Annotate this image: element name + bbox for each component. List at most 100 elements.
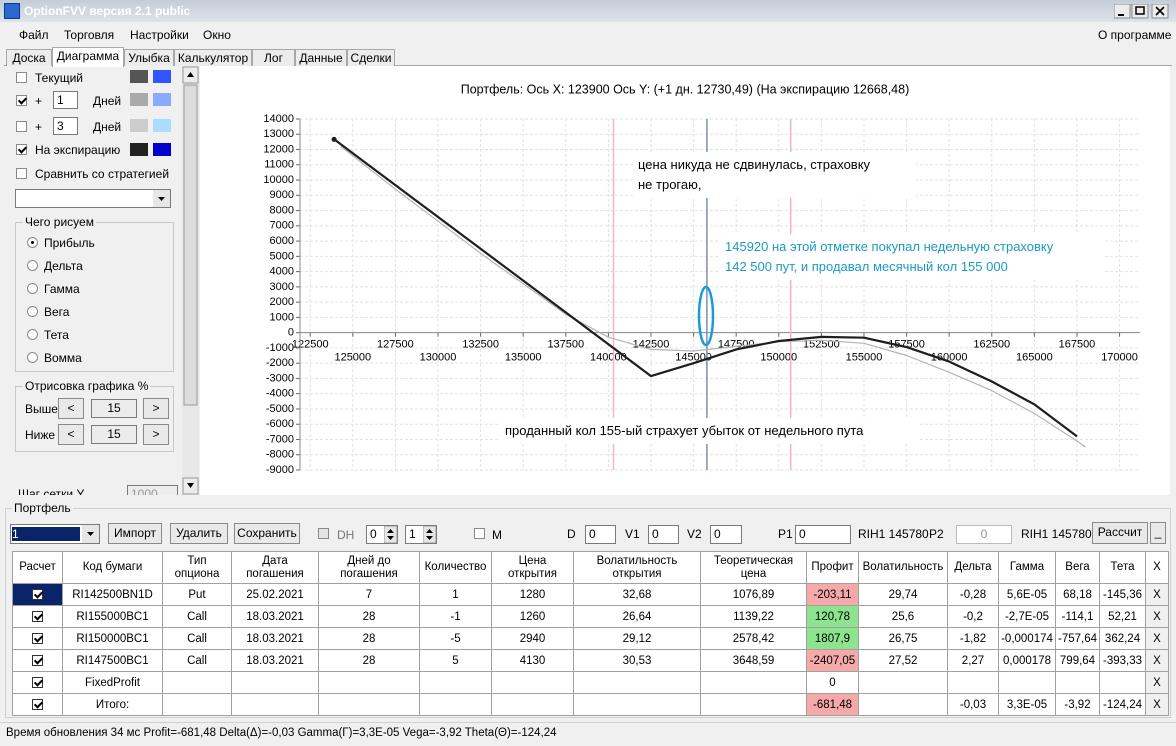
checkbox[interactable] <box>16 144 27 155</box>
v2-input[interactable]: 0 <box>710 525 742 544</box>
table-cell: 3,3E-05 <box>998 693 1056 716</box>
increment-button[interactable]: > <box>143 398 169 419</box>
p2-input[interactable]: 0 <box>956 525 1012 544</box>
table-cell: -0,03 <box>947 693 999 716</box>
calc-button[interactable]: Рассчит <box>1092 522 1148 544</box>
grid-step-input[interactable]: 1000 <box>127 485 178 495</box>
y-tick-label: -7000 <box>266 433 294 445</box>
color-swatch[interactable] <box>130 119 148 132</box>
menu-item[interactable]: Торговля <box>64 28 115 42</box>
tab[interactable]: Доска <box>6 49 52 66</box>
above-input[interactable]: 15 <box>91 399 137 418</box>
remove-row-button[interactable]: X <box>1145 649 1170 672</box>
color-swatch[interactable] <box>130 70 148 83</box>
table-cell: 2,27 <box>947 649 999 672</box>
scrollbar[interactable] <box>182 66 199 495</box>
import-button[interactable]: Импорт <box>108 523 162 544</box>
radio[interactable] <box>27 237 38 248</box>
label: DH <box>337 528 355 542</box>
annotation-line: 142 500 пут, и продавал месячный кол 155… <box>725 259 1008 274</box>
radio-label: Вомма <box>44 351 82 365</box>
color-swatch[interactable] <box>153 70 171 83</box>
spin-buttons[interactable] <box>423 526 436 543</box>
y-tick-label: -2000 <box>266 357 294 369</box>
table-cell: 120,78 <box>806 605 859 628</box>
empty-cell <box>998 671 1056 694</box>
increment-button[interactable]: > <box>143 424 169 445</box>
color-swatch[interactable] <box>130 93 148 106</box>
save-button[interactable]: Сохранить <box>234 523 300 544</box>
remove-row-button[interactable]: X <box>1145 671 1170 694</box>
table-row: Итого: -681,48 -0,03 3,3E-05 -3,92 -124,24 X <box>12 693 1170 716</box>
color-swatch[interactable] <box>153 93 171 106</box>
spin-buttons[interactable] <box>384 526 397 543</box>
menu-item[interactable]: Окно <box>203 28 231 42</box>
dh-checkbox[interactable] <box>318 528 329 539</box>
days-input[interactable]: 3 <box>53 117 78 135</box>
tab-active[interactable]: Диаграмма <box>52 47 124 67</box>
empty-cell <box>231 693 319 716</box>
menu-about[interactable]: О программе <box>1098 28 1172 42</box>
remove-row-button[interactable]: X <box>1145 583 1170 606</box>
delete-button[interactable]: Удалить <box>170 523 228 544</box>
radio[interactable] <box>27 306 38 317</box>
table-cell: 0,000178 <box>998 649 1056 672</box>
decrement-button[interactable]: < <box>58 424 84 445</box>
radio[interactable] <box>27 329 38 340</box>
m-checkbox[interactable] <box>474 528 485 539</box>
remove-row-button[interactable]: X <box>1145 627 1170 650</box>
x-tick-label: 137500 <box>547 339 584 351</box>
color-swatch[interactable] <box>153 119 171 132</box>
radio[interactable] <box>27 283 38 294</box>
checkbox[interactable] <box>16 72 27 83</box>
tab[interactable]: Лог <box>252 49 295 66</box>
x-tick-label: 162500 <box>973 339 1010 351</box>
days-input[interactable]: 1 <box>53 91 78 109</box>
tab[interactable]: Улыбка <box>124 49 174 66</box>
v1-input[interactable]: 0 <box>648 525 679 544</box>
d-input[interactable]: 0 <box>585 525 616 544</box>
scroll-thumb[interactable] <box>183 84 198 406</box>
row-checkbox[interactable] <box>32 588 43 600</box>
remove-row-button[interactable]: X <box>1145 693 1170 716</box>
below-input[interactable]: 15 <box>91 425 137 444</box>
table-row: RI147500BC1 Call 18.03.2021 28 5 4130 30,53 364… <box>12 649 1170 672</box>
checkbox[interactable] <box>16 168 27 179</box>
column-header: Волатильность <box>858 551 948 584</box>
row-checkbox[interactable] <box>32 698 43 710</box>
menu-item[interactable]: Настройки <box>130 28 189 42</box>
row-checkbox[interactable] <box>32 610 43 622</box>
checkbox[interactable] <box>16 95 27 106</box>
arrow-icon <box>187 72 194 77</box>
color-swatch[interactable] <box>130 143 148 156</box>
row-checkbox[interactable] <box>32 654 43 666</box>
menu-item[interactable]: Файл <box>19 28 49 42</box>
table-cell: RI155000BC1 <box>62 605 163 628</box>
annotation-line: 145920 на этой отметке покупал недельную… <box>725 239 1054 254</box>
radio[interactable] <box>27 260 38 271</box>
combo-arrow[interactable] <box>82 525 99 543</box>
tab[interactable]: Данные <box>295 49 347 66</box>
combo-arrow[interactable] <box>153 190 170 207</box>
p1-input[interactable]: 0 <box>795 525 851 544</box>
window-buttons[interactable] <box>1114 4 1174 20</box>
table-cell: 18.03.2021 <box>231 605 319 628</box>
decrement-button[interactable]: < <box>58 398 84 419</box>
table-cell: 3648,59 <box>700 649 807 672</box>
tab[interactable]: Калькулятор <box>174 49 252 66</box>
row-checkbox[interactable] <box>32 676 43 688</box>
row-checkbox[interactable] <box>32 632 43 644</box>
radio[interactable] <box>27 352 38 363</box>
table-cell: 2578,42 <box>700 627 807 650</box>
strategy-combo[interactable] <box>15 189 171 208</box>
tab[interactable]: Сделки <box>347 49 395 66</box>
checkbox[interactable] <box>16 121 27 132</box>
calc-cell <box>12 583 63 606</box>
column-header: Вега <box>1054 551 1101 584</box>
table-cell: 0 <box>806 671 859 694</box>
maximize-button[interactable] <box>1131 4 1149 19</box>
minimize-panel-button[interactable]: _ <box>1150 522 1166 544</box>
remove-row-button[interactable]: X <box>1145 605 1170 628</box>
color-swatch[interactable] <box>153 143 171 156</box>
